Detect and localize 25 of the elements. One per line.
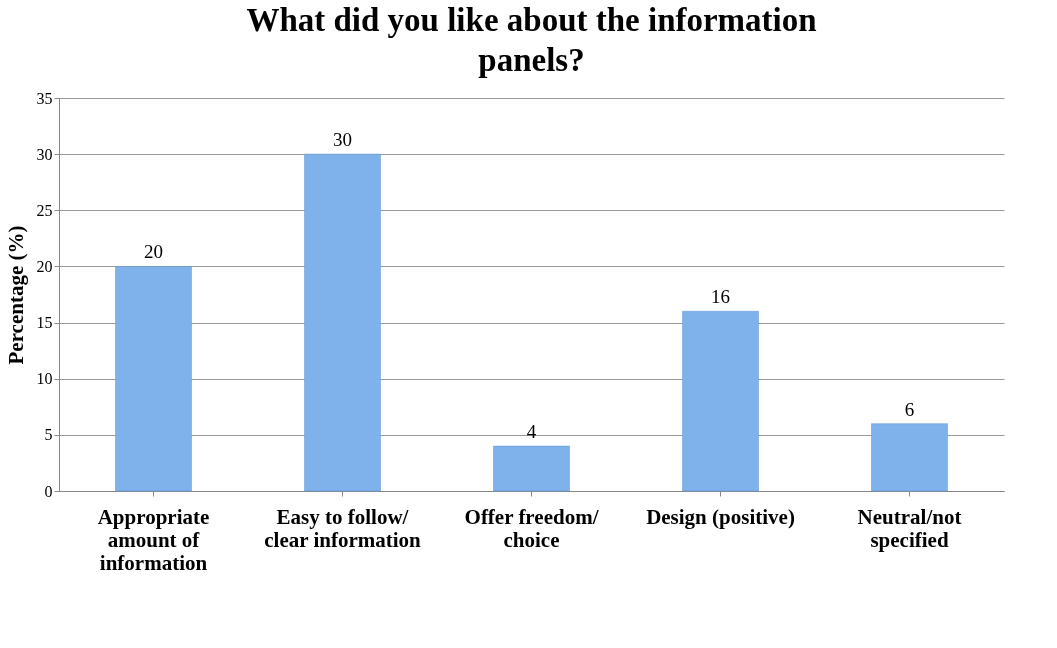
- data-label: 16: [711, 286, 730, 308]
- data-label: 20: [144, 241, 163, 263]
- x-tick-label: Appropriate amount of information: [97, 504, 210, 575]
- y-tick-label: 0: [44, 482, 53, 500]
- y-tick-label: 30: [36, 145, 53, 163]
- bar: [871, 423, 948, 492]
- y-tick-label: 5: [44, 426, 53, 444]
- data-label: 30: [333, 129, 352, 151]
- bar: [493, 445, 570, 492]
- x-tick-label: Neutral/not specified: [857, 504, 962, 552]
- x-tick-label: Design (positive): [646, 504, 795, 529]
- x-tick-label: Easy to follow/ clear information: [264, 504, 422, 552]
- y-tick-label: 20: [36, 257, 53, 275]
- y-tick-label: 10: [36, 370, 53, 388]
- chart-title: What did you like about the information panels?: [246, 2, 817, 78]
- bar: [115, 266, 192, 492]
- y-axis-title: Percentage (%): [3, 225, 28, 365]
- y-tick-label: 15: [36, 314, 53, 332]
- bar: [304, 153, 381, 492]
- bar: [682, 311, 759, 492]
- data-label: 6: [904, 398, 915, 420]
- x-tick-label: Offer freedom/ choice: [464, 504, 600, 552]
- y-tick-label: 25: [36, 201, 53, 219]
- y-tick-label: 35: [36, 89, 53, 107]
- data-label: 4: [526, 421, 537, 443]
